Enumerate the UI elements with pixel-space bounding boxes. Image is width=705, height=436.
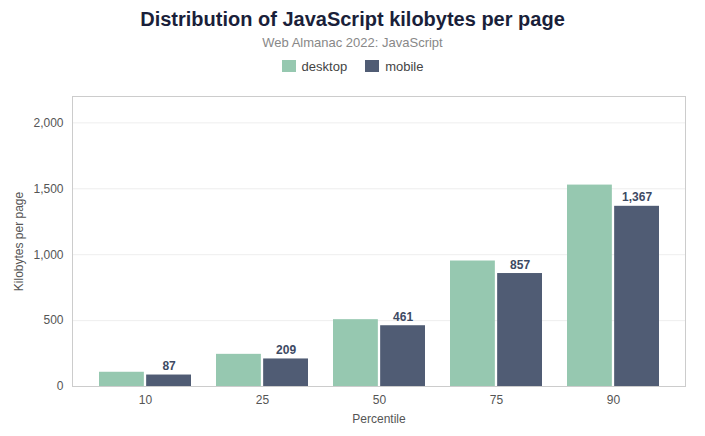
- svg-text:0: 0: [57, 379, 64, 393]
- html-text:mobile: mobile: [385, 59, 424, 74]
- svg-text:87: 87: [162, 359, 176, 373]
- html-text:Distribution of JavaScript kil: Distribution of JavaScript kilobytes per…: [140, 8, 565, 30]
- svg-text:857: 857: [510, 258, 530, 272]
- svg-text:75: 75: [490, 393, 504, 407]
- svg-text:1,500: 1,500: [33, 182, 63, 196]
- svg-text:Kilobytes per page: Kilobytes per page: [12, 191, 26, 291]
- svg-text:25: 25: [256, 393, 270, 407]
- svg-text:209: 209: [276, 343, 296, 357]
- svg-text:2,000: 2,000: [33, 116, 63, 130]
- svg-text:1,000: 1,000: [33, 248, 63, 262]
- html-text:desktop: desktop: [301, 59, 348, 74]
- svg-text:Percentile: Percentile: [352, 412, 406, 426]
- svg-text:500: 500: [43, 313, 63, 327]
- html-text:Web Almanac 2022: JavaScript: Web Almanac 2022: JavaScript: [262, 35, 443, 50]
- svg-text:1,367: 1,367: [622, 190, 652, 204]
- svg-text:90: 90: [607, 393, 621, 407]
- svg-text:50: 50: [373, 393, 387, 407]
- svg-text:461: 461: [393, 310, 413, 324]
- svg-text:10: 10: [139, 393, 153, 407]
